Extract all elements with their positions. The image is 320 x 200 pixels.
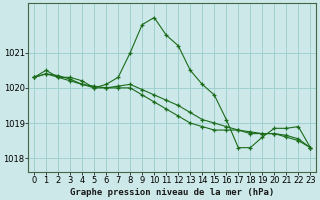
X-axis label: Graphe pression niveau de la mer (hPa): Graphe pression niveau de la mer (hPa) [70, 188, 274, 197]
